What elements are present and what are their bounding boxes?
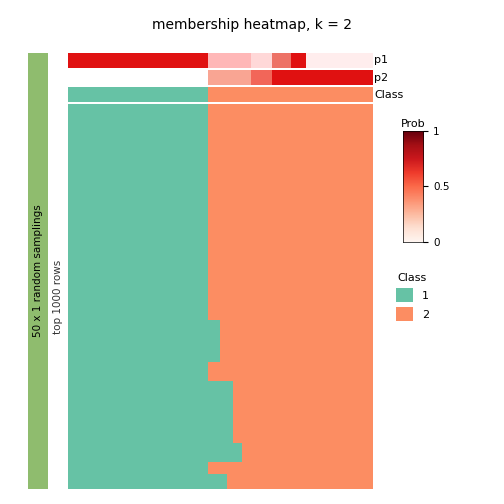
Text: p2: p2 [374,73,388,83]
Text: membership heatmap, k = 2: membership heatmap, k = 2 [152,18,352,32]
Text: p1: p1 [374,55,388,66]
Title: Prob: Prob [401,119,425,129]
Text: 50 x 1 random samplings: 50 x 1 random samplings [33,205,43,337]
Text: Class: Class [374,90,403,100]
Text: top 1000 rows: top 1000 rows [53,260,63,334]
Legend: 1, 2: 1, 2 [396,273,429,321]
